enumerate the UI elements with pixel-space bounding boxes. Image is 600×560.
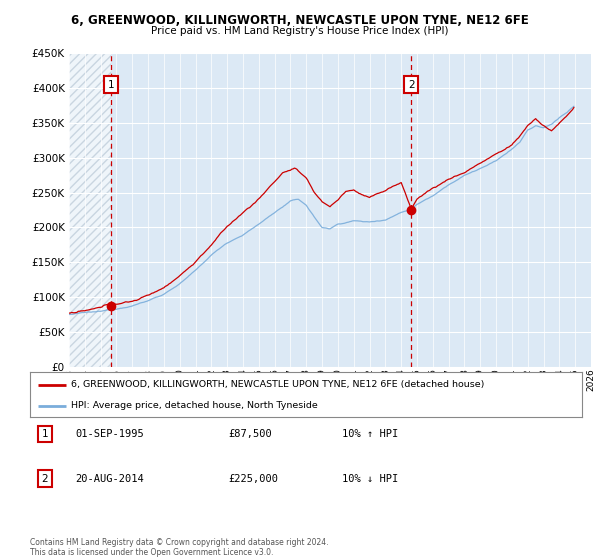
Text: £87,500: £87,500 [228, 429, 272, 439]
Text: 6, GREENWOOD, KILLINGWORTH, NEWCASTLE UPON TYNE, NE12 6FE: 6, GREENWOOD, KILLINGWORTH, NEWCASTLE UP… [71, 14, 529, 27]
Text: 20-AUG-2014: 20-AUG-2014 [75, 474, 144, 484]
Text: 6, GREENWOOD, KILLINGWORTH, NEWCASTLE UPON TYNE, NE12 6FE (detached house): 6, GREENWOOD, KILLINGWORTH, NEWCASTLE UP… [71, 380, 485, 389]
Text: 10% ↑ HPI: 10% ↑ HPI [342, 429, 398, 439]
Text: Price paid vs. HM Land Registry's House Price Index (HPI): Price paid vs. HM Land Registry's House … [151, 26, 449, 36]
Text: 1: 1 [41, 429, 49, 439]
Text: HPI: Average price, detached house, North Tyneside: HPI: Average price, detached house, Nort… [71, 402, 318, 410]
Bar [69, 53, 111, 367]
Text: Contains HM Land Registry data © Crown copyright and database right 2024.
This d: Contains HM Land Registry data © Crown c… [30, 538, 329, 557]
Text: 2: 2 [408, 80, 415, 90]
Text: 2: 2 [41, 474, 49, 484]
Text: 10% ↓ HPI: 10% ↓ HPI [342, 474, 398, 484]
Text: £225,000: £225,000 [228, 474, 278, 484]
Text: 01-SEP-1995: 01-SEP-1995 [75, 429, 144, 439]
Text: 1: 1 [108, 80, 115, 90]
